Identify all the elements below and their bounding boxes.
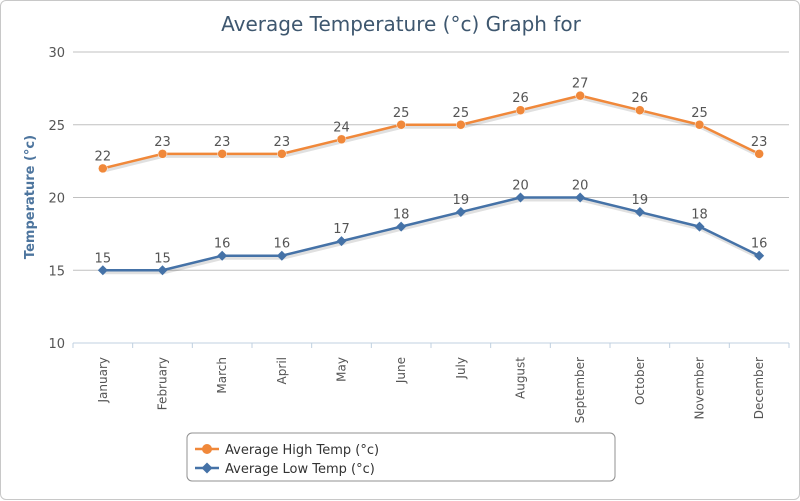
data-point[interactable] bbox=[396, 120, 406, 130]
data-point[interactable] bbox=[694, 120, 705, 130]
x-tick-label-april: April bbox=[275, 357, 289, 384]
series-high: 22 23 23 23 24 25 25 26 27 26 25 23 bbox=[95, 77, 768, 174]
data-point[interactable] bbox=[157, 149, 168, 159]
x-tick-label-august: August bbox=[514, 357, 528, 399]
data-label: 15 bbox=[154, 251, 171, 266]
data-point[interactable] bbox=[754, 149, 764, 159]
series-low: 15 15 16 16 17 18 19 20 20 19 18 16 bbox=[95, 179, 768, 276]
legend-box bbox=[186, 432, 616, 482]
data-label: 26 bbox=[512, 91, 529, 106]
data-label: 18 bbox=[691, 208, 708, 223]
y-axis-label: Temperature (°c) bbox=[23, 135, 38, 259]
data-label: 18 bbox=[393, 208, 410, 223]
data-label: 22 bbox=[95, 149, 112, 164]
data-label: 20 bbox=[512, 179, 529, 194]
data-point[interactable] bbox=[217, 250, 228, 261]
data-label: 17 bbox=[333, 222, 350, 237]
data-point[interactable] bbox=[456, 120, 466, 130]
y-tick-label-25: 25 bbox=[48, 119, 65, 134]
data-label: 16 bbox=[214, 237, 231, 252]
x-tick-label-june: June bbox=[394, 357, 408, 384]
data-label: 16 bbox=[274, 237, 291, 252]
data-label: 23 bbox=[214, 135, 231, 150]
data-point[interactable] bbox=[455, 207, 466, 218]
data-point[interactable] bbox=[336, 134, 347, 145]
data-label: 26 bbox=[632, 91, 649, 106]
data-point[interactable] bbox=[217, 149, 227, 159]
data-label: 16 bbox=[751, 237, 768, 252]
data-point[interactable] bbox=[515, 192, 526, 203]
data-point[interactable] bbox=[157, 265, 168, 276]
data-label: 15 bbox=[95, 251, 112, 266]
x-tick-label-march: March bbox=[215, 357, 229, 394]
grid bbox=[73, 51, 789, 271]
x-tick-label-may: May bbox=[335, 357, 349, 382]
data-label: 25 bbox=[393, 106, 410, 121]
data-label: 20 bbox=[572, 179, 589, 194]
data-point[interactable] bbox=[336, 236, 347, 247]
x-tick-label-september: September bbox=[573, 357, 587, 423]
y-tick-label-15: 15 bbox=[48, 264, 65, 279]
data-label: 19 bbox=[632, 193, 649, 208]
data-point[interactable] bbox=[98, 163, 108, 174]
data-label: 19 bbox=[453, 193, 470, 208]
data-point[interactable] bbox=[634, 207, 645, 218]
chart-title: Average Temperature (°c) Graph for bbox=[221, 12, 581, 36]
data-point[interactable] bbox=[396, 221, 407, 232]
y-tick-label-30: 30 bbox=[48, 46, 65, 61]
x-tick-label-october: October bbox=[633, 357, 647, 405]
data-point[interactable] bbox=[575, 192, 586, 203]
legend-label: Average Low Temp (°c) bbox=[225, 462, 375, 477]
x-tick-label-december: December bbox=[752, 357, 766, 419]
legend-label: Average High Temp (°c) bbox=[225, 443, 379, 458]
data-label: 25 bbox=[453, 106, 470, 121]
data-point[interactable] bbox=[575, 90, 585, 101]
series-line bbox=[102, 94, 760, 170]
data-point[interactable] bbox=[635, 105, 645, 115]
x-tick-label-january: January bbox=[96, 357, 110, 404]
legend[interactable]: Average High Temp (°c) Average Low Temp (… bbox=[186, 432, 616, 482]
data-point[interactable] bbox=[754, 250, 765, 261]
series-layer: 22 23 23 23 24 25 25 26 27 26 25 23 15 15 16 16 17 18 19 20… bbox=[95, 77, 768, 276]
data-label: 23 bbox=[154, 135, 171, 150]
legend-item-low[interactable]: Average Low Temp (°c) bbox=[195, 462, 375, 477]
data-point[interactable] bbox=[277, 149, 287, 159]
y-tick-label-20: 20 bbox=[48, 192, 65, 207]
data-point[interactable] bbox=[276, 250, 287, 261]
axes: 10 15 20 25 30 January February March April May Ju… bbox=[48, 46, 790, 423]
data-label: 27 bbox=[572, 77, 589, 92]
series-line-shadow bbox=[103, 197, 762, 275]
legend-marker bbox=[201, 462, 213, 474]
data-point[interactable] bbox=[694, 221, 705, 232]
y-tick-label-10: 10 bbox=[48, 337, 65, 352]
data-label: 23 bbox=[751, 135, 768, 150]
x-tick-label-july: July bbox=[454, 357, 468, 380]
x-tick-label-november: November bbox=[693, 357, 707, 419]
x-tick-label-february: February bbox=[156, 357, 170, 410]
series-line bbox=[102, 196, 760, 272]
data-point[interactable] bbox=[515, 105, 526, 115]
series-line-shadow bbox=[103, 95, 762, 173]
data-label: 25 bbox=[691, 106, 708, 121]
data-label: 23 bbox=[274, 135, 291, 150]
data-label: 24 bbox=[333, 120, 350, 135]
data-point[interactable] bbox=[97, 265, 108, 276]
legend-item-high[interactable]: Average High Temp (°c) bbox=[195, 443, 379, 458]
legend-marker bbox=[202, 444, 212, 454]
